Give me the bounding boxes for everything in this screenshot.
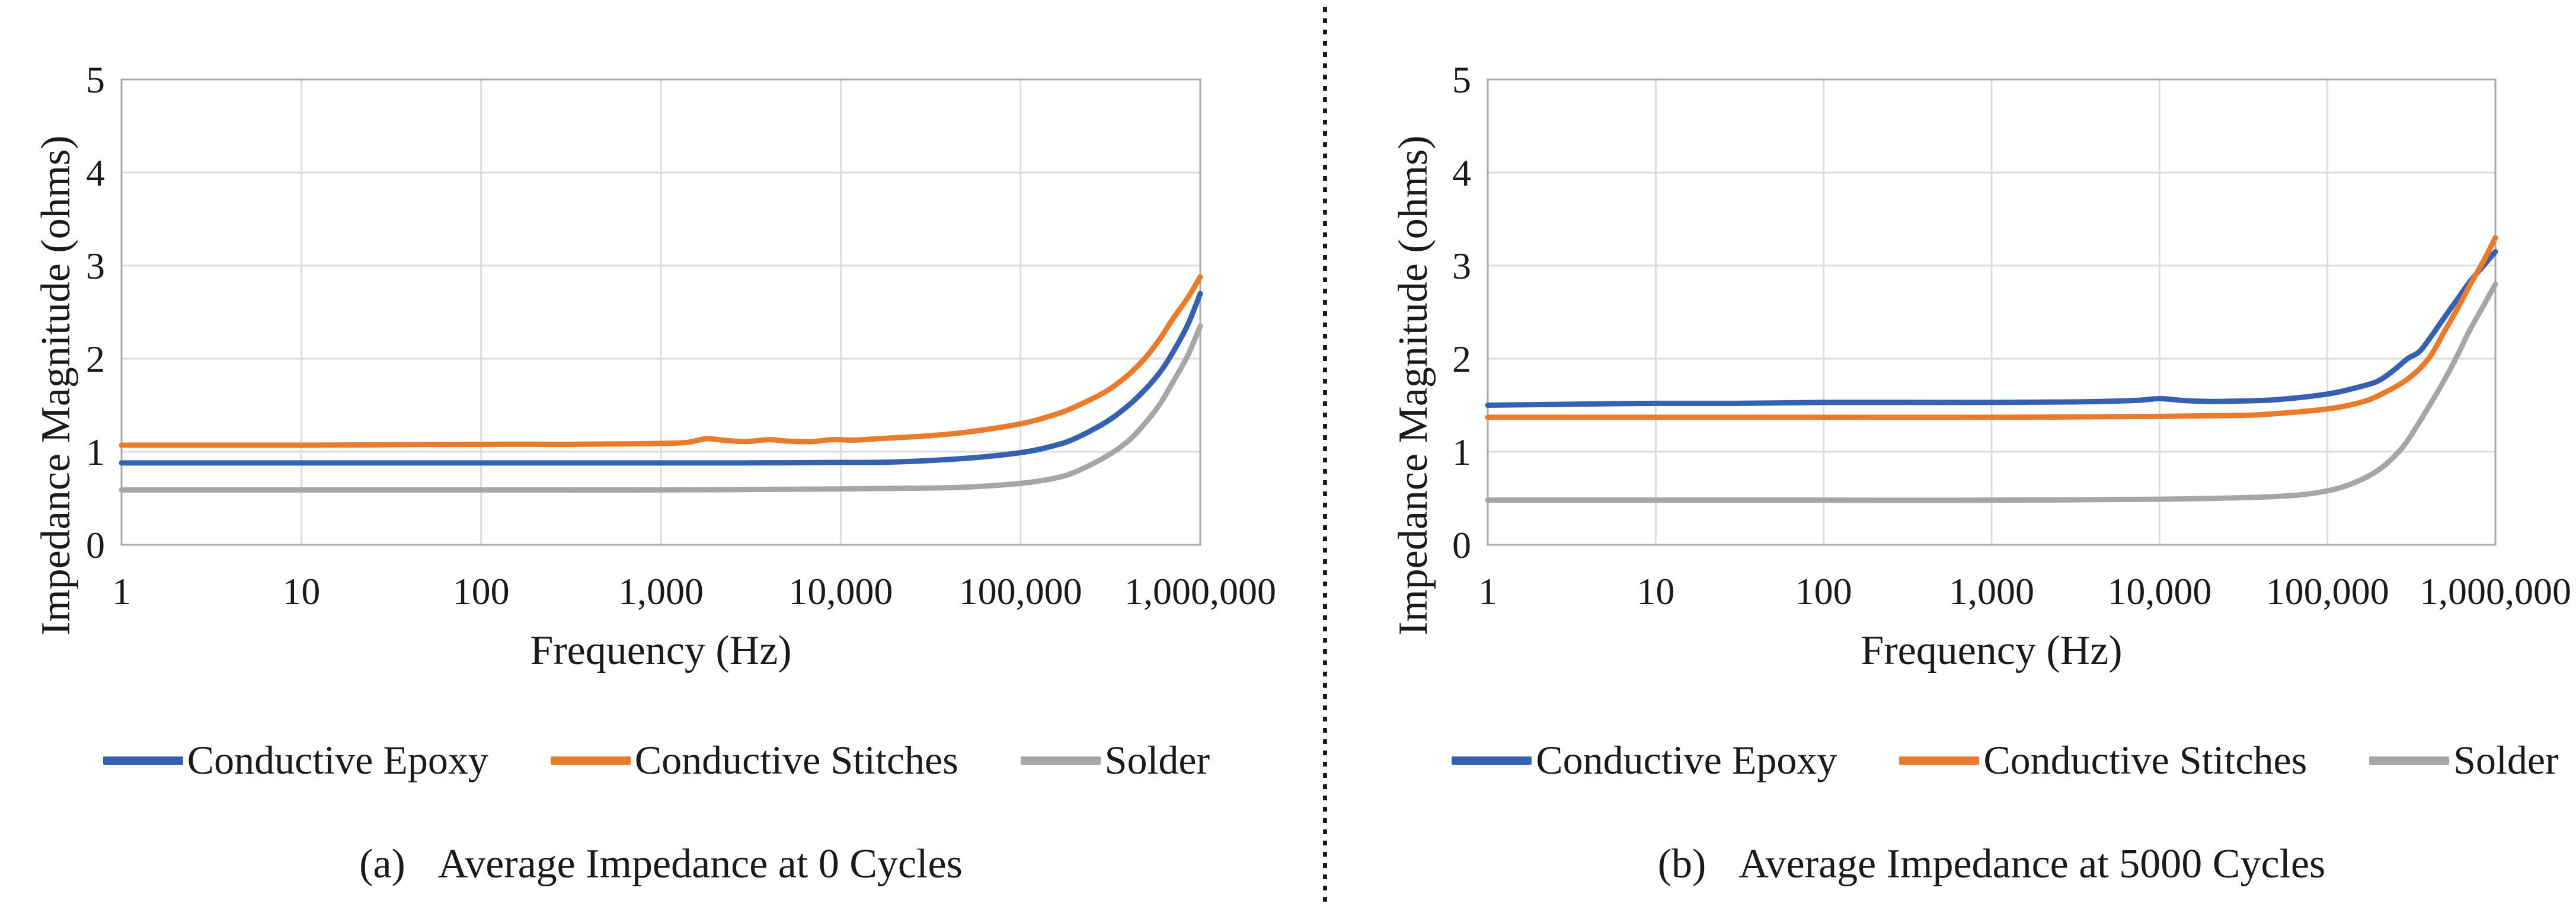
- legend-label-solder: Solder: [1104, 737, 1210, 783]
- legend-a: Conductive Epoxy Conductive Stitches Sol…: [92, 737, 1221, 784]
- x-tick-label: 10,000: [788, 570, 893, 612]
- legend-entry-solder: Solder: [1020, 737, 1210, 784]
- x-tick-label: 1: [1478, 570, 1497, 612]
- panel-divider-dotted-line: [1323, 7, 1327, 905]
- panel-a: Impedance Magnitude (ohms) 0 1 2 3 4 5 1 10 100 1…: [33, 59, 1276, 888]
- y-tick-label: 2: [1452, 338, 1471, 380]
- y-tick-label: 5: [86, 59, 105, 101]
- legend-swatch-conductive-stitches: [1899, 756, 1980, 765]
- legend-swatch-solder: [2369, 756, 2450, 765]
- y-tick-label: 1: [1452, 431, 1471, 473]
- caption-b-text: Average Impedance at 5000 Cycles: [1738, 841, 2326, 887]
- x-tick-label: 1: [112, 570, 131, 612]
- y-tick-label: 4: [1452, 152, 1471, 194]
- y-tick-label: 5: [1452, 59, 1471, 101]
- caption-b: (b) Average Impedance at 5000 Cycles: [1488, 841, 2495, 888]
- y-tick-label: 0: [1452, 524, 1471, 566]
- plot-border: [1487, 78, 2497, 546]
- series-line-conductive-stitches: [1485, 235, 2498, 420]
- x-tick-label: 100,000: [959, 570, 1082, 612]
- series-line-conductive-epoxy: [1485, 248, 2498, 408]
- legend-swatch-conductive-stitches: [550, 756, 631, 765]
- legend-label-conductive-stitches: Conductive Stitches: [1983, 737, 2307, 783]
- series-line-conductive-stitches: [119, 274, 1203, 448]
- y-tick-label: 3: [1452, 245, 1471, 287]
- x-tick-label: 10: [282, 570, 320, 612]
- legend-entry-conductive-stitches: Conductive Stitches: [550, 737, 958, 784]
- x-tick-label: 100: [453, 570, 510, 612]
- x-tick-label: 100: [1795, 570, 1852, 612]
- series-line-solder: [1485, 281, 2498, 503]
- caption-a: (a) Average Impedance at 0 Cycles: [122, 841, 1200, 888]
- legend-swatch-solder: [1020, 756, 1101, 765]
- legend-entry-conductive-epoxy: Conductive Epoxy: [1452, 737, 1837, 784]
- y-tick-label: 4: [86, 152, 105, 194]
- caption-a-index: (a): [359, 841, 405, 887]
- x-tick-label: 100,000: [2266, 570, 2389, 612]
- legend-entry-solder: Solder: [2369, 737, 2559, 784]
- legend-label-conductive-stitches: Conductive Stitches: [634, 737, 958, 783]
- y-tick-label: 3: [86, 245, 105, 287]
- legend-label-solder: Solder: [2453, 737, 2559, 783]
- series-line-conductive-epoxy: [119, 290, 1203, 466]
- x-tick-label: 1,000: [618, 570, 704, 612]
- caption-b-index: (b): [1657, 841, 1706, 887]
- legend-label-conductive-epoxy: Conductive Epoxy: [187, 737, 488, 783]
- x-tick-label: 10: [1637, 570, 1674, 612]
- legend-entry-conductive-stitches: Conductive Stitches: [1899, 737, 2307, 784]
- x-tick-label: 1,000,000: [2420, 570, 2571, 612]
- panel-b: Impedance Magnitude (ohms) 0 1 2 3 4 5 1 10 100 1…: [1325, 0, 2576, 910]
- plot-border: [120, 78, 1201, 546]
- x-axis-title-b: Frequency (Hz): [1861, 628, 2123, 673]
- y-tick-label: 0: [86, 524, 105, 566]
- caption-a-text: Average Impedance at 0 Cycles: [437, 841, 963, 887]
- legend-entry-conductive-epoxy: Conductive Epoxy: [103, 737, 488, 784]
- y-tick-label: 2: [86, 338, 105, 380]
- legend-swatch-conductive-epoxy: [1452, 756, 1532, 765]
- series-line-solder: [119, 323, 1203, 493]
- x-tick-label: 1,000: [1949, 570, 2034, 612]
- legend-swatch-conductive-epoxy: [103, 756, 183, 765]
- legend-label-conductive-epoxy: Conductive Epoxy: [1536, 737, 1837, 783]
- x-axis-title-a: Frequency (Hz): [530, 628, 792, 673]
- x-tick-label: 1,000,000: [1124, 570, 1276, 612]
- legend-b: Conductive Epoxy Conductive Stitches Sol…: [1434, 737, 2576, 784]
- y-tick-label: 1: [86, 431, 105, 473]
- x-tick-label: 10,000: [2107, 570, 2211, 612]
